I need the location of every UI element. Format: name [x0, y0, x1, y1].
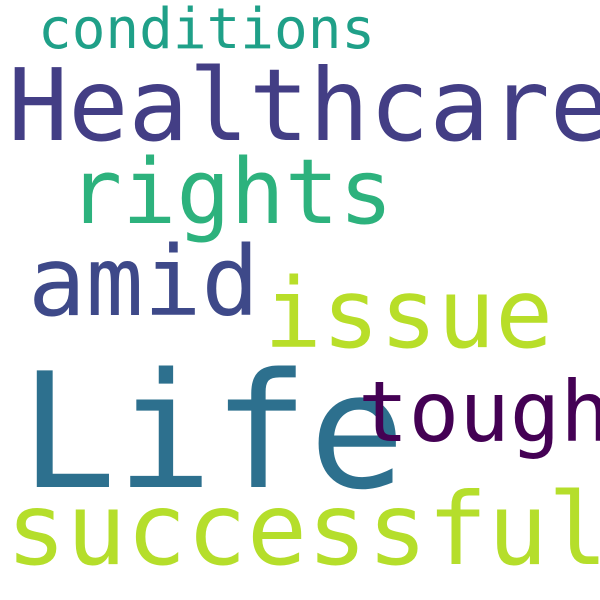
word-rights: rights: [68, 140, 394, 245]
word-conditions: conditions: [38, 0, 376, 62]
word-life: Life: [20, 338, 406, 525]
word-issue: issue: [264, 258, 553, 370]
word-successful: successful: [6, 471, 600, 588]
word-tough: tough: [358, 363, 600, 461]
word-healthcare: Healthcare: [8, 47, 600, 164]
word-amid: amid: [28, 226, 260, 338]
